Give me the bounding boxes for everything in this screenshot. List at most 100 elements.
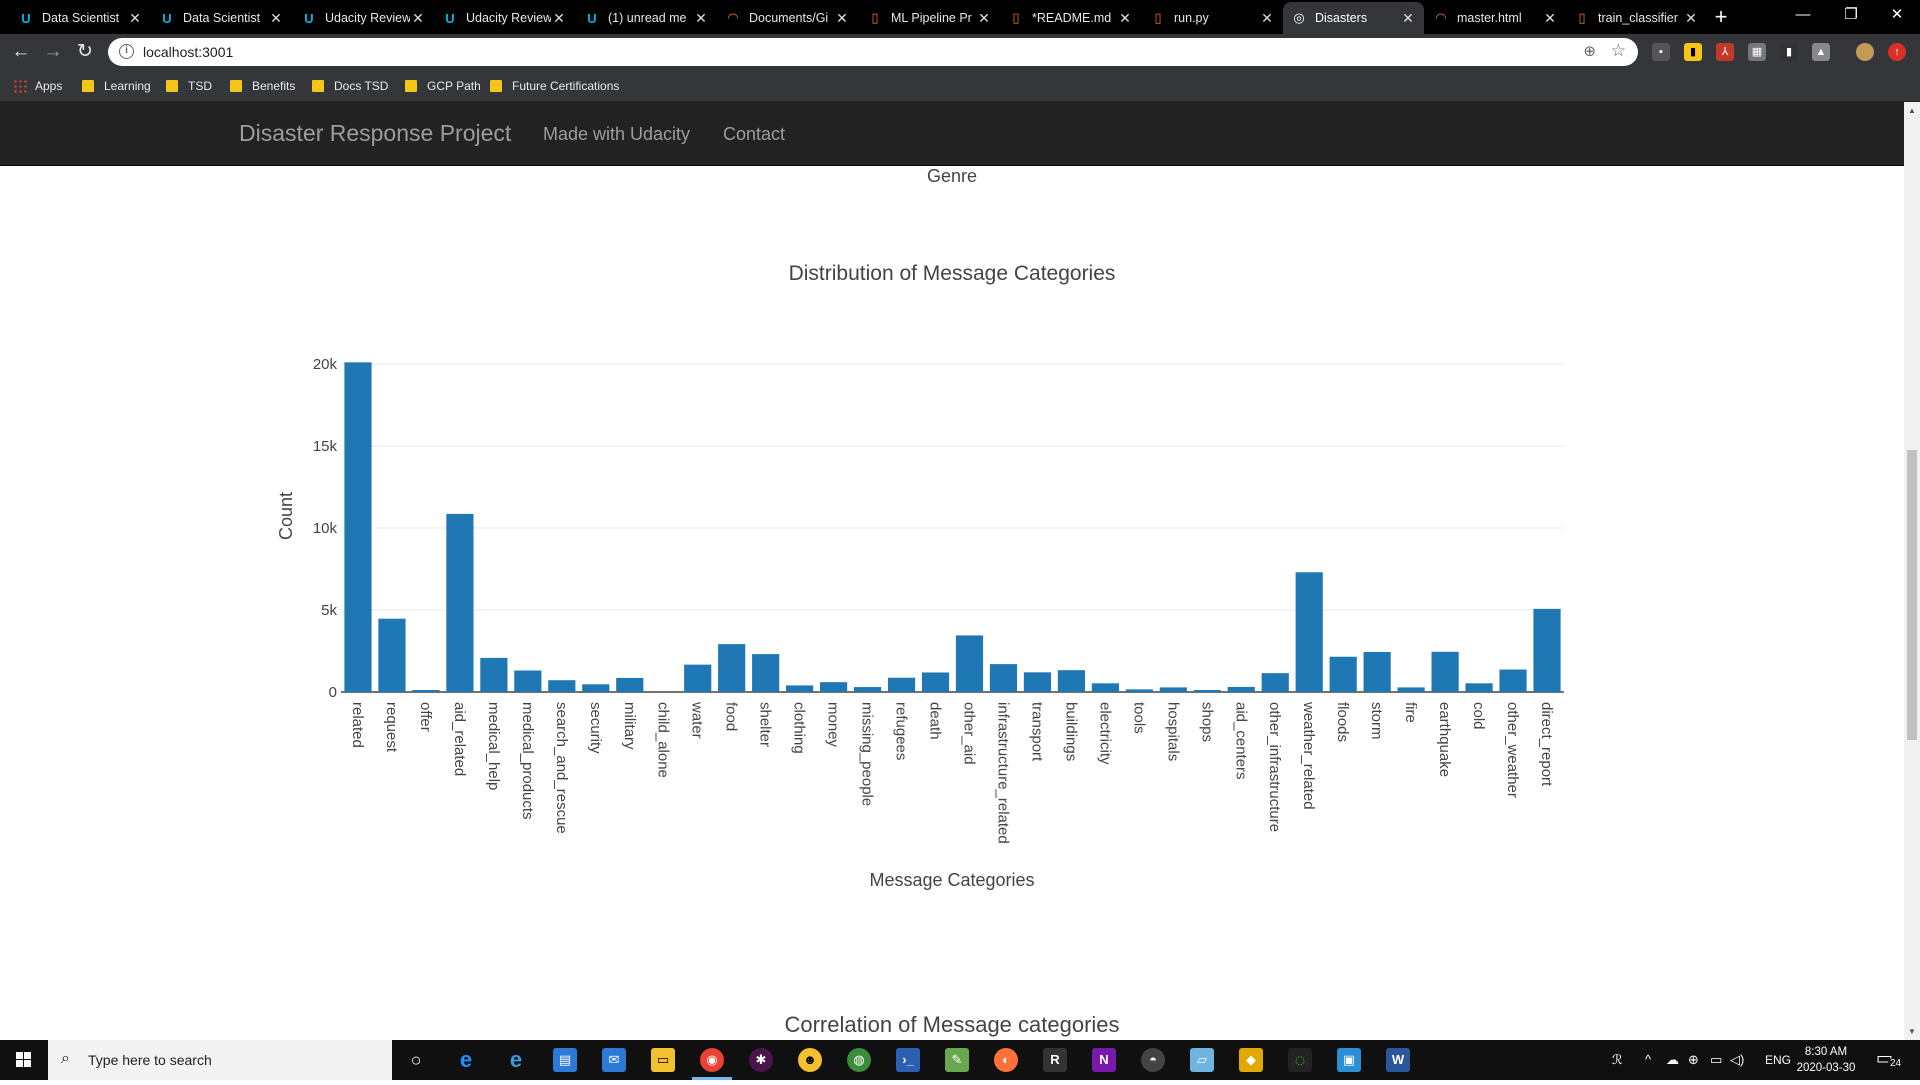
udacity-icon: U (304, 10, 314, 26)
network-icon[interactable]: ⊕ (1688, 1052, 1699, 1067)
scroll-up-icon[interactable]: ▲ (1908, 106, 1916, 115)
taskbar-search[interactable]: ⌕ Type here to search (48, 1040, 392, 1080)
tab-close-icon[interactable]: ✕ (129, 9, 141, 26)
profile-avatar[interactable] (1856, 43, 1874, 61)
people-icon[interactable]: ℛ (1612, 1052, 1623, 1067)
browser-tab[interactable]: U Udacity Review ✕ (434, 2, 575, 34)
globe-app-icon[interactable]: ◍ (847, 1048, 871, 1072)
browser-tab[interactable]: ◠ master.html ✕ (1425, 2, 1566, 34)
close-window-button[interactable]: ✕ (1890, 6, 1904, 23)
bookmark-folder[interactable]: Learning (82, 77, 151, 95)
nav-link-contact[interactable]: Contact (723, 124, 786, 144)
browser-tab[interactable]: U (1) unread me ✕ (576, 2, 717, 34)
word-icon[interactable]: W (1386, 1048, 1410, 1072)
powershell-icon[interactable]: ›_ (896, 1048, 920, 1072)
x-tick-label: food (723, 702, 740, 731)
photos-icon[interactable]: ◓ (1141, 1048, 1165, 1072)
notification-center-button[interactable]: ▭ 24 (1876, 1048, 1904, 1072)
ie-icon[interactable]: e (509, 1047, 523, 1072)
x-tick-label: storm (1368, 702, 1385, 740)
bookmark-label: Future Certifications (512, 79, 620, 93)
site-info-icon[interactable]: i (119, 44, 134, 59)
extension-camera-icon[interactable]: ▪ (1652, 43, 1670, 61)
bar (582, 684, 610, 692)
browser-tab[interactable]: ▯ train_classifier ✕ (1566, 2, 1707, 34)
tab-close-icon[interactable]: ✕ (1119, 9, 1131, 26)
spinner-app-icon[interactable]: ◌ (1288, 1048, 1312, 1072)
page-scrollbar[interactable]: ▲ ▼ (1904, 102, 1920, 1040)
rstudio-icon[interactable]: R (1043, 1048, 1067, 1072)
remote-desktop-icon[interactable]: ▣ (1337, 1048, 1361, 1072)
update-icon[interactable]: ↑ (1888, 43, 1906, 61)
tab-title: run.py (1174, 11, 1209, 25)
slack-icon[interactable]: ✱ (749, 1048, 773, 1072)
start-button[interactable] (0, 1040, 48, 1080)
navbar-brand[interactable]: Disaster Response Project (239, 120, 512, 146)
onedrive-icon[interactable]: ☁ (1666, 1052, 1679, 1067)
extension-qr-icon[interactable]: ▦ (1748, 43, 1766, 61)
tray-expand-icon[interactable]: ^ (1645, 1052, 1652, 1067)
tab-close-icon[interactable]: ✕ (1685, 9, 1697, 26)
browser-tab[interactable]: ◠ Documents/Gi ✕ (717, 2, 858, 34)
extension-keep-icon[interactable]: ▮ (1684, 43, 1702, 61)
store-icon[interactable]: ▤ (553, 1048, 577, 1072)
scroll-down-icon[interactable]: ▼ (1908, 1027, 1916, 1036)
browser-tab[interactable]: U Data Scientist ✕ (10, 2, 151, 34)
python-icon[interactable]: ☻ (798, 1048, 822, 1072)
minimize-button[interactable]: — (1795, 6, 1811, 23)
notepad-icon[interactable]: ✎ (945, 1048, 969, 1072)
extension-drive-icon[interactable]: ▲ (1812, 43, 1830, 61)
cortana-icon[interactable]: ○ (410, 1050, 422, 1070)
restore-button[interactable]: ❐ (1844, 6, 1858, 23)
nav-link-udacity[interactable]: Made with Udacity (543, 124, 691, 144)
extension-icon[interactable]: ▮ (1780, 43, 1798, 61)
tab-title: master.html (1457, 11, 1522, 25)
bookmark-folder[interactable]: Docs TSD (312, 77, 388, 95)
tab-close-icon[interactable]: ✕ (412, 9, 424, 26)
bookmark-folder[interactable]: TSD (166, 77, 212, 95)
back-button[interactable]: ← (8, 39, 34, 65)
tab-close-icon[interactable]: ✕ (978, 9, 990, 26)
bookmark-folder[interactable]: GCP Path (405, 77, 481, 95)
search-icon: ⌕ (61, 1050, 70, 1067)
address-bar[interactable]: i localhost:3001 ⊕ ☆ (108, 38, 1638, 66)
browser-tab[interactable]: ▯ ML Pipeline Pr ✕ (859, 2, 1000, 34)
notes-icon[interactable]: ▱ (1190, 1048, 1214, 1072)
tab-close-icon[interactable]: ✕ (270, 9, 282, 26)
browser-tab[interactable]: U Data Scientist ✕ (151, 2, 292, 34)
extension-pdf-icon[interactable]: ⅄ (1716, 43, 1734, 61)
chrome-icon[interactable]: ◉ (700, 1048, 724, 1072)
tab-close-icon[interactable]: ✕ (695, 9, 707, 26)
browser-tab[interactable]: ▯ *README.md ✕ (1000, 2, 1141, 34)
x-tick-label: direct_report (1538, 702, 1555, 787)
bookmark-folder[interactable]: Future Certifications (490, 77, 619, 95)
tab-close-icon[interactable]: ✕ (553, 9, 565, 26)
system-clock[interactable]: 8:30 AM 2020-03-30 (1790, 1044, 1862, 1076)
onenote-icon[interactable]: N (1092, 1048, 1116, 1072)
tab-title: ML Pipeline Pr (891, 11, 972, 25)
tab-close-icon[interactable]: ✕ (1544, 9, 1556, 26)
bookmark-folder[interactable]: Benefits (230, 77, 295, 95)
browser-tab[interactable]: U Udacity Review ✕ (293, 2, 434, 34)
tab-close-icon[interactable]: ✕ (1261, 9, 1273, 26)
reload-button[interactable]: ↻ (72, 39, 98, 65)
scrollbar-thumb[interactable] (1907, 450, 1917, 740)
volume-icon[interactable]: ◁) (1730, 1052, 1745, 1067)
bookmark-star-icon[interactable]: ☆ (1610, 41, 1626, 60)
language-indicator[interactable]: ENG (1765, 1053, 1792, 1067)
browser-tab[interactable]: ▯ run.py ✕ (1142, 2, 1283, 34)
new-tab-button[interactable]: + (1714, 4, 1728, 29)
browser-tab[interactable]: ◎ Disasters ✕ (1283, 2, 1424, 34)
tab-close-icon[interactable]: ✕ (836, 9, 848, 26)
firefox-icon[interactable]: ◐ (994, 1048, 1018, 1072)
battery-icon[interactable]: ▭ (1710, 1052, 1723, 1067)
file-explorer-icon[interactable]: ▭ (651, 1048, 675, 1072)
tab-close-icon[interactable]: ✕ (1402, 9, 1414, 26)
bookmark-apps[interactable]: Apps (13, 77, 62, 95)
forward-button[interactable]: → (40, 39, 66, 65)
edge-icon[interactable]: e (459, 1047, 473, 1072)
zoom-icon[interactable]: ⊕ (1583, 43, 1596, 60)
git-icon[interactable]: ◆ (1239, 1048, 1263, 1072)
folder-icon (490, 80, 502, 92)
mail-icon[interactable]: ✉ (602, 1048, 626, 1072)
